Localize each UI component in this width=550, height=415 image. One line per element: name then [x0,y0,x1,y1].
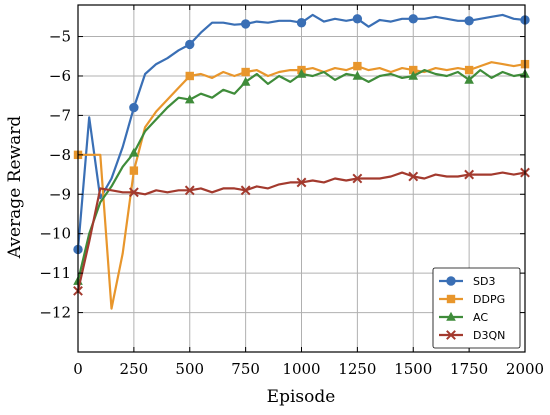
x-tick-label: 0 [73,360,83,378]
marker-stroke [446,330,456,340]
y-tick-label: −8 [49,146,71,164]
y-tick-label: −9 [49,185,71,203]
data-point-ddpg [185,71,194,81]
marker-stroke [296,177,307,188]
x-axis-title: Episode [267,387,336,407]
x-tick-label: 250 [120,360,149,378]
y-tick-label: −5 [49,28,71,46]
legend-box [432,267,521,349]
data-point-ddpg [129,166,139,175]
series-d3qn [73,167,530,296]
data-point-sd3 [185,39,195,50]
axis-ticks: 0 250 500 750 1000 1250 1500 1750 2000 −12 −11 −10 −… [39,5,544,378]
data-point-sd3 [240,19,251,29]
y-tick-label: −12 [39,304,71,322]
marker-stroke [464,169,475,180]
data-point-ddpg [464,65,474,75]
x-tick-label: 750 [231,360,260,378]
marker-stroke [408,171,419,182]
legend-marker-d3qn [446,330,456,340]
data-point-ddpg [353,61,362,71]
data-point-d3qn [352,173,363,184]
x-tick-label: 2000 [506,360,544,378]
x-tick-label: 1250 [338,360,376,378]
y-tick-label: −11 [39,264,71,282]
data-point-d3qn [464,169,475,180]
legend-label-ac: AC [473,311,488,324]
legend-item-d3qn: D3QN [439,329,505,342]
legend-item-ac: AC [439,311,488,324]
series-ac [73,68,530,285]
marker-stroke [184,185,195,196]
y-axis-title: Average Reward [5,116,25,260]
data-point-sd3 [408,14,418,24]
legend-marker-ddpg [446,294,456,304]
legend-item-sd3: SD3 [439,275,495,288]
legend-label-d3qn: D3QN [473,329,505,342]
data-point-d3qn [296,177,307,188]
marker-stroke [352,173,363,184]
data-point-sd3 [129,102,139,113]
data-point-d3qn [408,171,419,182]
data-point-d3qn [128,187,139,198]
y-tick-label: −7 [49,106,71,124]
data-point-ac [240,76,251,86]
data-point-d3qn [240,185,251,196]
data-point-sd3 [352,14,363,24]
data-point-d3qn [184,185,195,196]
legend: SD3 DDPG AC D3QN [432,267,521,349]
data-point-ac [129,147,139,157]
y-tick-label: −6 [49,67,71,85]
legend-marker-sd3 [446,276,456,286]
data-point-ac [296,68,307,78]
data-point-sd3 [464,16,474,26]
x-tick-label: 1750 [450,360,488,378]
legend-marker-ac [446,311,456,321]
legend-item-ddpg: DDPG [439,293,505,306]
x-tick-label: 1000 [282,360,320,378]
legend-label-ddpg: DDPG [473,293,505,306]
series-lines [73,13,530,310]
series-sd3 [73,13,530,255]
data-point-sd3 [296,18,307,28]
data-point-ddpg [241,67,250,77]
x-tick-label: 1500 [394,360,432,378]
marker-stroke [240,185,251,196]
marker-stroke [128,187,139,198]
x-tick-label: 500 [175,360,204,378]
data-point-ac [408,70,419,80]
legend-label-sd3: SD3 [473,275,495,288]
data-point-ac [184,94,195,104]
data-point-ac [352,70,363,80]
data-point-ddpg [409,65,418,75]
data-point-ac [464,74,474,84]
y-tick-label: −10 [39,225,71,243]
